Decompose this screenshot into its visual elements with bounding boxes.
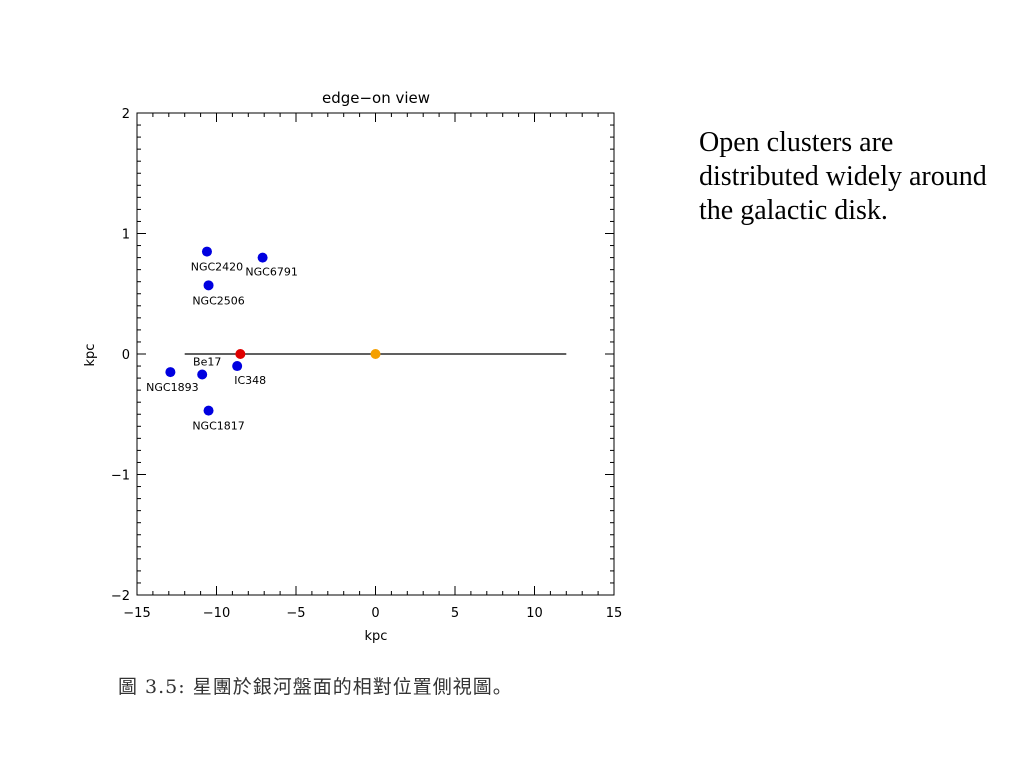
x-tick-label: 15 bbox=[606, 606, 623, 621]
x-axis-label: kpc bbox=[365, 629, 388, 644]
point-label-ic348: IC348 bbox=[234, 374, 266, 387]
point-ngc2506 bbox=[203, 280, 214, 291]
y-axis-label: kpc bbox=[83, 344, 98, 367]
point-label-ngc1893: NGC1893 bbox=[146, 381, 198, 394]
x-tick-label: −5 bbox=[286, 606, 305, 621]
y-tick-label: 2 bbox=[122, 107, 130, 122]
point-be17 bbox=[197, 369, 208, 380]
y-tick-label: −2 bbox=[111, 589, 130, 604]
x-tick-label: 10 bbox=[526, 606, 543, 621]
y-tick-label: 1 bbox=[122, 228, 130, 243]
point-label-be17: Be17 bbox=[193, 355, 221, 368]
x-tick-label: 5 bbox=[451, 606, 459, 621]
point-label-ngc2420: NGC2420 bbox=[191, 261, 243, 274]
point-ngc6791 bbox=[257, 252, 268, 263]
point-galactic-center bbox=[370, 349, 381, 359]
x-tick-label: −15 bbox=[123, 606, 150, 621]
point-ngc1893 bbox=[165, 367, 176, 378]
chart-title: edge−on view bbox=[322, 89, 430, 107]
point-label-ngc1817: NGC1817 bbox=[192, 420, 244, 433]
y-tick-label: 0 bbox=[122, 348, 130, 363]
point-label-ngc6791: NGC6791 bbox=[245, 266, 297, 279]
point-ic348 bbox=[232, 361, 243, 372]
point-ngc2420 bbox=[201, 246, 212, 257]
point-label-ngc2506: NGC2506 bbox=[192, 294, 244, 307]
x-tick-label: −10 bbox=[203, 606, 230, 621]
x-tick-label: 0 bbox=[371, 606, 379, 621]
point-ngc1817 bbox=[203, 405, 214, 416]
y-tick-label: −1 bbox=[111, 469, 130, 484]
point-sun bbox=[235, 349, 246, 359]
summary-text: Open clusters are distributed widely aro… bbox=[699, 127, 987, 226]
figure-caption: 圖 3.5: 星團於銀河盤面的相對位置側視圖。 bbox=[118, 676, 513, 698]
